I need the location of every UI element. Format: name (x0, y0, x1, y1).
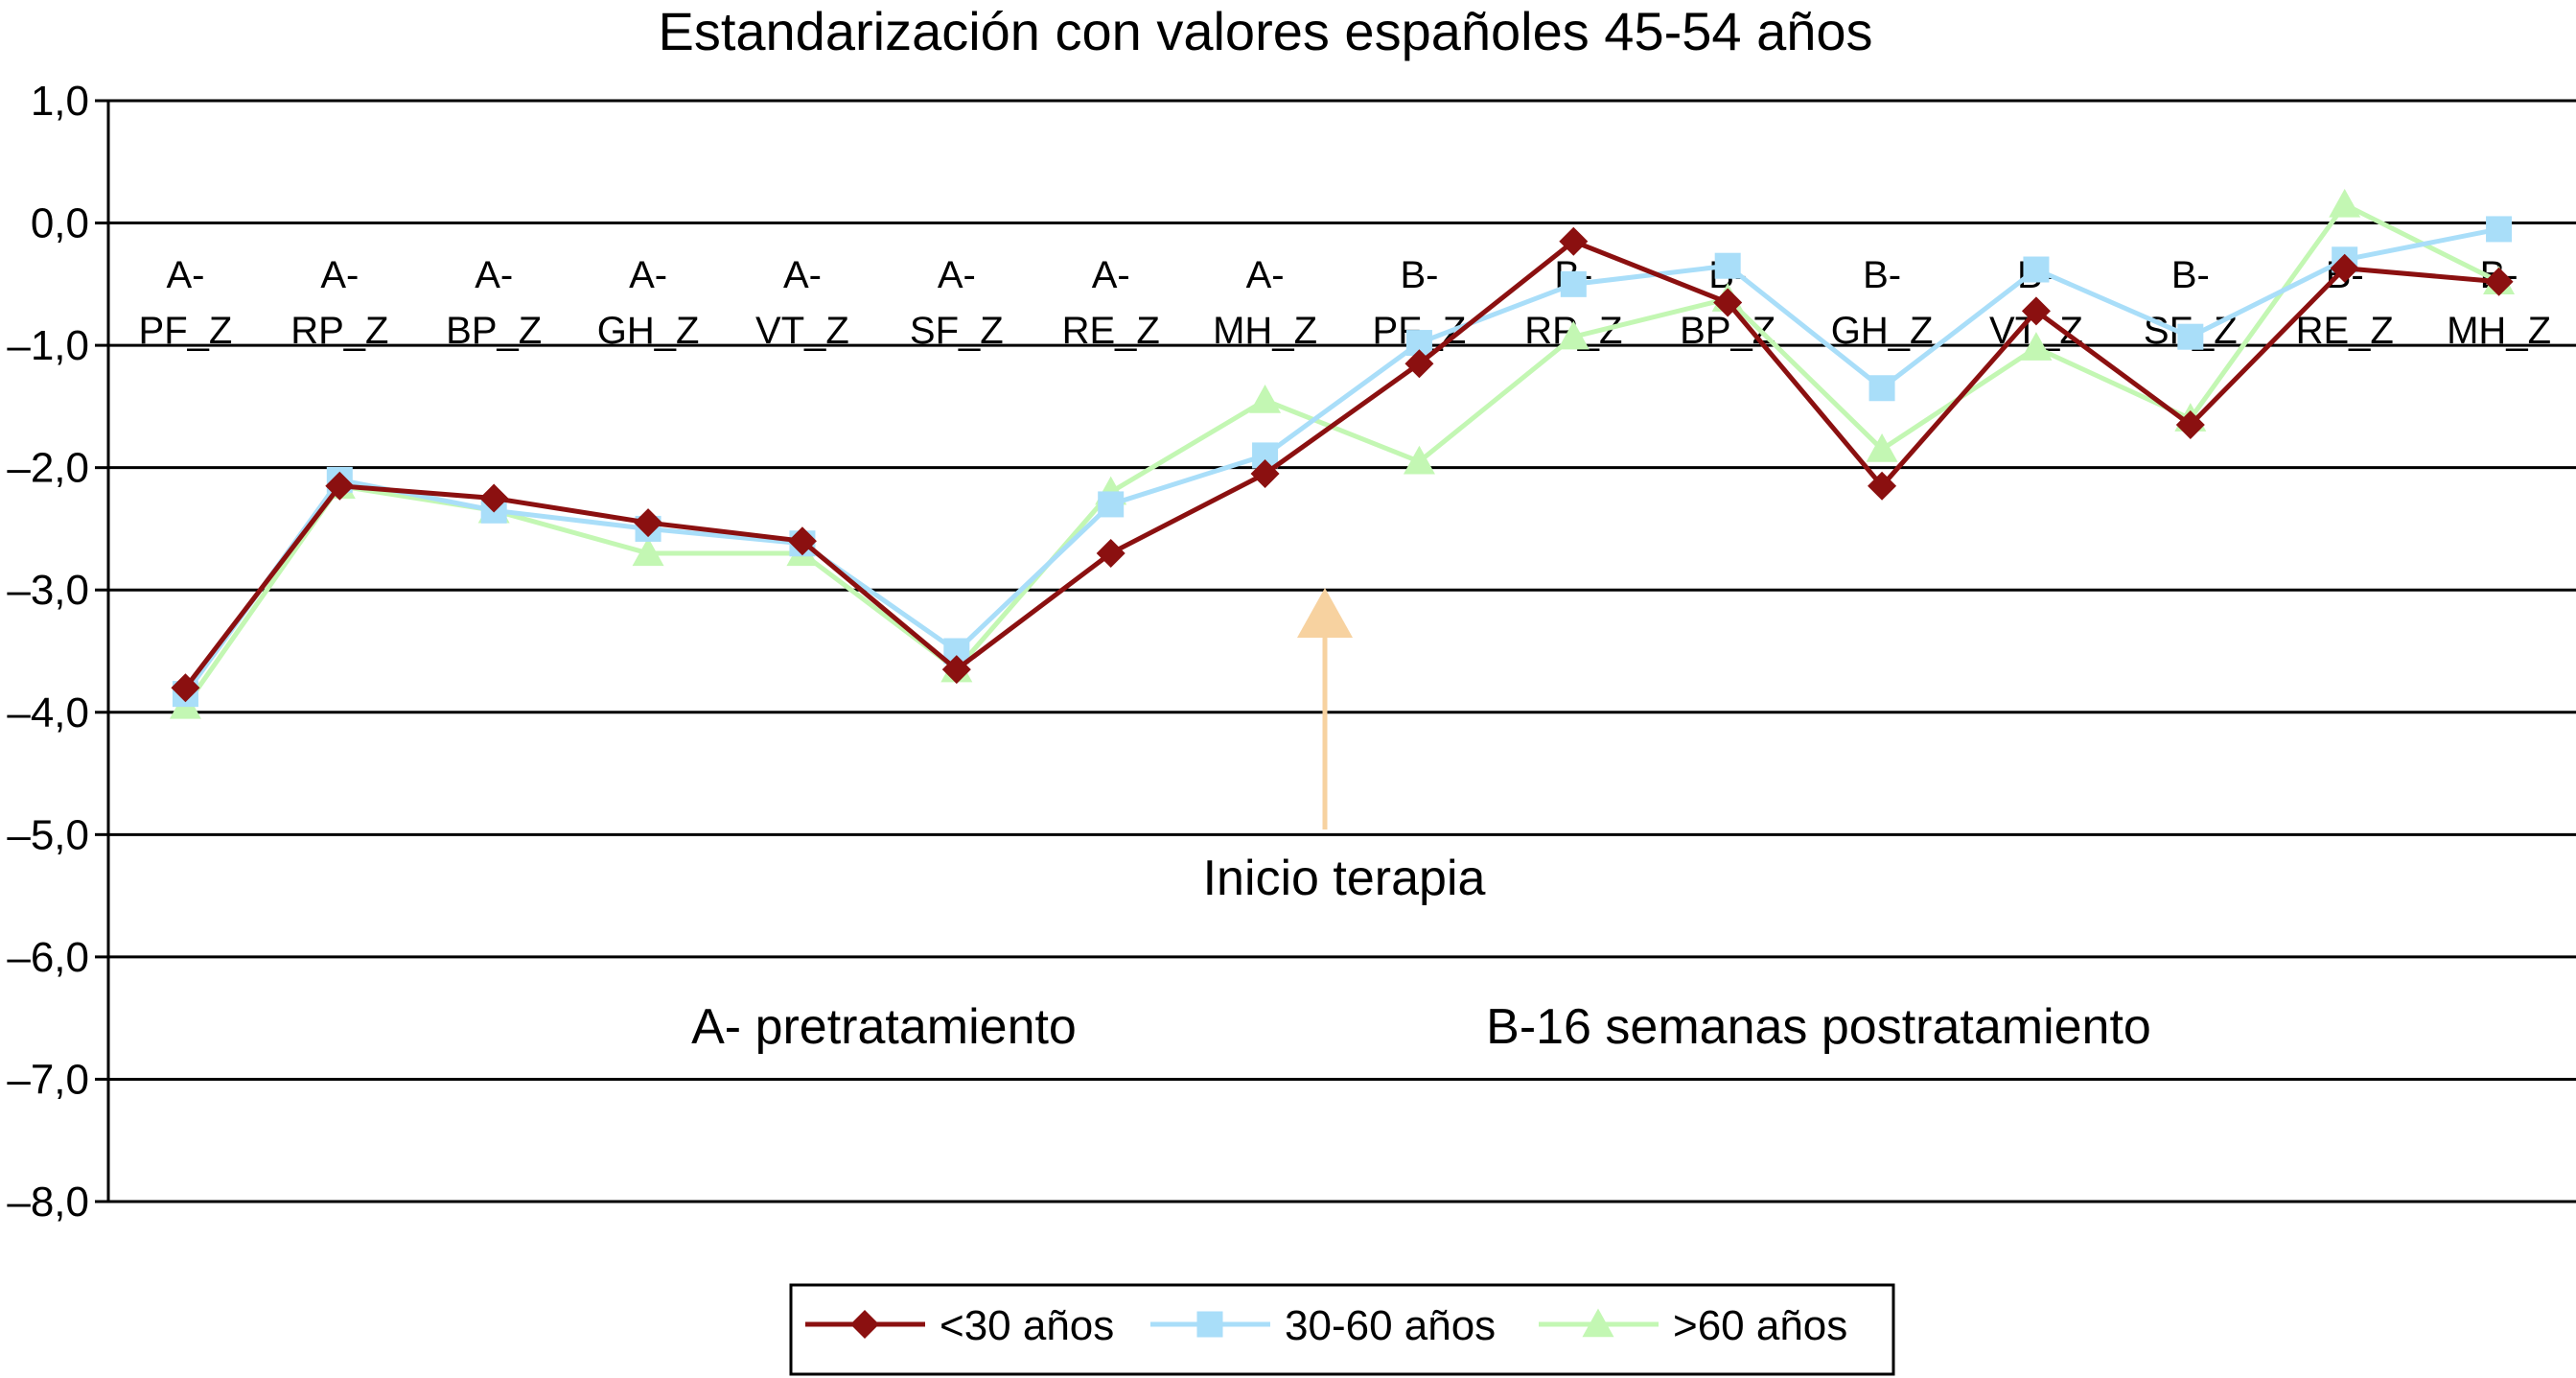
data-point (634, 508, 663, 538)
legend-label: <30 años (940, 1302, 1114, 1349)
y-tick-label: 0,0 (31, 200, 89, 247)
category-label-line1: B- (2171, 254, 2210, 296)
data-point (2177, 323, 2204, 350)
y-tick-label: 1,0 (31, 78, 89, 125)
data-point (1866, 433, 1898, 462)
therapy-start-arrow (1297, 588, 1353, 829)
category-label-line1: B- (1400, 254, 1438, 296)
y-tick-label: –4,0 (7, 689, 89, 736)
data-point (2486, 216, 2513, 243)
y-tick-label: –8,0 (7, 1179, 89, 1226)
category-label-line2: GH_Z (597, 310, 700, 352)
category-label-line2: GH_Z (1831, 310, 1934, 352)
series-group (169, 188, 2516, 719)
data-point (1403, 445, 1435, 475)
category-label-line2: SF_Z (910, 310, 1004, 352)
data-point (1098, 491, 1125, 518)
phase-b-label: B-16 semanas postratamiento (1486, 999, 2151, 1055)
data-point (479, 483, 509, 513)
series-0 (171, 226, 2514, 703)
data-point (1249, 385, 1282, 413)
category-label-line2: MH_Z (1213, 310, 1317, 352)
series-line (183, 239, 2499, 689)
y-tick-label: –6,0 (7, 934, 89, 981)
data-point (787, 526, 817, 556)
category-label-line2: RE_Z (1062, 310, 1160, 352)
category-label-line1: A- (629, 254, 667, 296)
category-label-line1: A- (783, 254, 822, 296)
category-label-line1: A- (475, 254, 513, 296)
data-point (2329, 188, 2361, 218)
data-point (1560, 270, 1587, 297)
data-point (2023, 256, 2050, 283)
data-point (1714, 252, 1741, 279)
y-tick-label: –7,0 (7, 1056, 89, 1103)
category-label-line1: A- (1246, 254, 1285, 296)
chart-title: Estandarización con valores españoles 45… (658, 1, 1872, 61)
legend: <30 años 30-60 años >60 años (789, 1283, 1895, 1376)
y-axis-ticks: 1,0 0,0 –1,0 –2,0 –3,0 –4,0 –5,0 –6,0 –7,0 –8,0 (7, 78, 108, 1226)
grid-lines (108, 99, 2576, 1203)
data-point (850, 1310, 879, 1339)
category-label-line2: PF_Z (139, 310, 233, 352)
data-point (2484, 267, 2514, 296)
data-point (1868, 471, 1897, 501)
category-label-line1: A- (166, 254, 204, 296)
data-point (1559, 226, 1589, 256)
category-label-line1: A- (320, 254, 359, 296)
legend-items: <30 años 30-60 años >60 años (805, 1302, 1847, 1349)
y-tick-label: –5,0 (7, 811, 89, 858)
arrow-head (1297, 588, 1353, 638)
category-label-line1: A- (938, 254, 976, 296)
category-label-line1: A- (1092, 254, 1130, 296)
series-line (183, 226, 2500, 696)
y-tick-label: –3,0 (7, 567, 89, 614)
data-point (1196, 1311, 1223, 1338)
data-point (1250, 459, 1280, 489)
category-label-line2: MH_Z (2447, 310, 2551, 352)
legend-label: >60 años (1673, 1302, 1847, 1349)
category-label-line2: VT_Z (755, 310, 849, 352)
data-point (2021, 296, 2051, 326)
phase-a-label: A- pretratamiento (691, 999, 1077, 1055)
y-tick-label: –1,0 (7, 322, 89, 369)
y-tick-label: –2,0 (7, 445, 89, 492)
category-label-line2: RP_Z (290, 310, 388, 352)
series-line (183, 201, 2500, 708)
data-point (171, 673, 200, 703)
data-point (1096, 538, 1126, 568)
series-2 (169, 188, 2516, 719)
data-point (632, 537, 664, 567)
data-point (1713, 288, 1743, 317)
data-point (1582, 1308, 1614, 1338)
data-point (2175, 410, 2205, 440)
category-label-line2: BP_Z (446, 310, 542, 352)
category-label-line1: B- (1863, 254, 1901, 296)
data-point (1868, 375, 1895, 402)
data-point (941, 655, 971, 685)
arrow-label: Inicio terapia (1203, 851, 1486, 906)
data-point (2020, 332, 2053, 361)
legend-label: 30-60 años (1285, 1302, 1496, 1349)
data-point (2330, 253, 2359, 283)
data-point (325, 471, 355, 501)
data-point (1557, 320, 1590, 350)
category-label-line2: RE_Z (2296, 310, 2394, 352)
data-point (1404, 349, 1434, 379)
legend-box (789, 1283, 1895, 1376)
